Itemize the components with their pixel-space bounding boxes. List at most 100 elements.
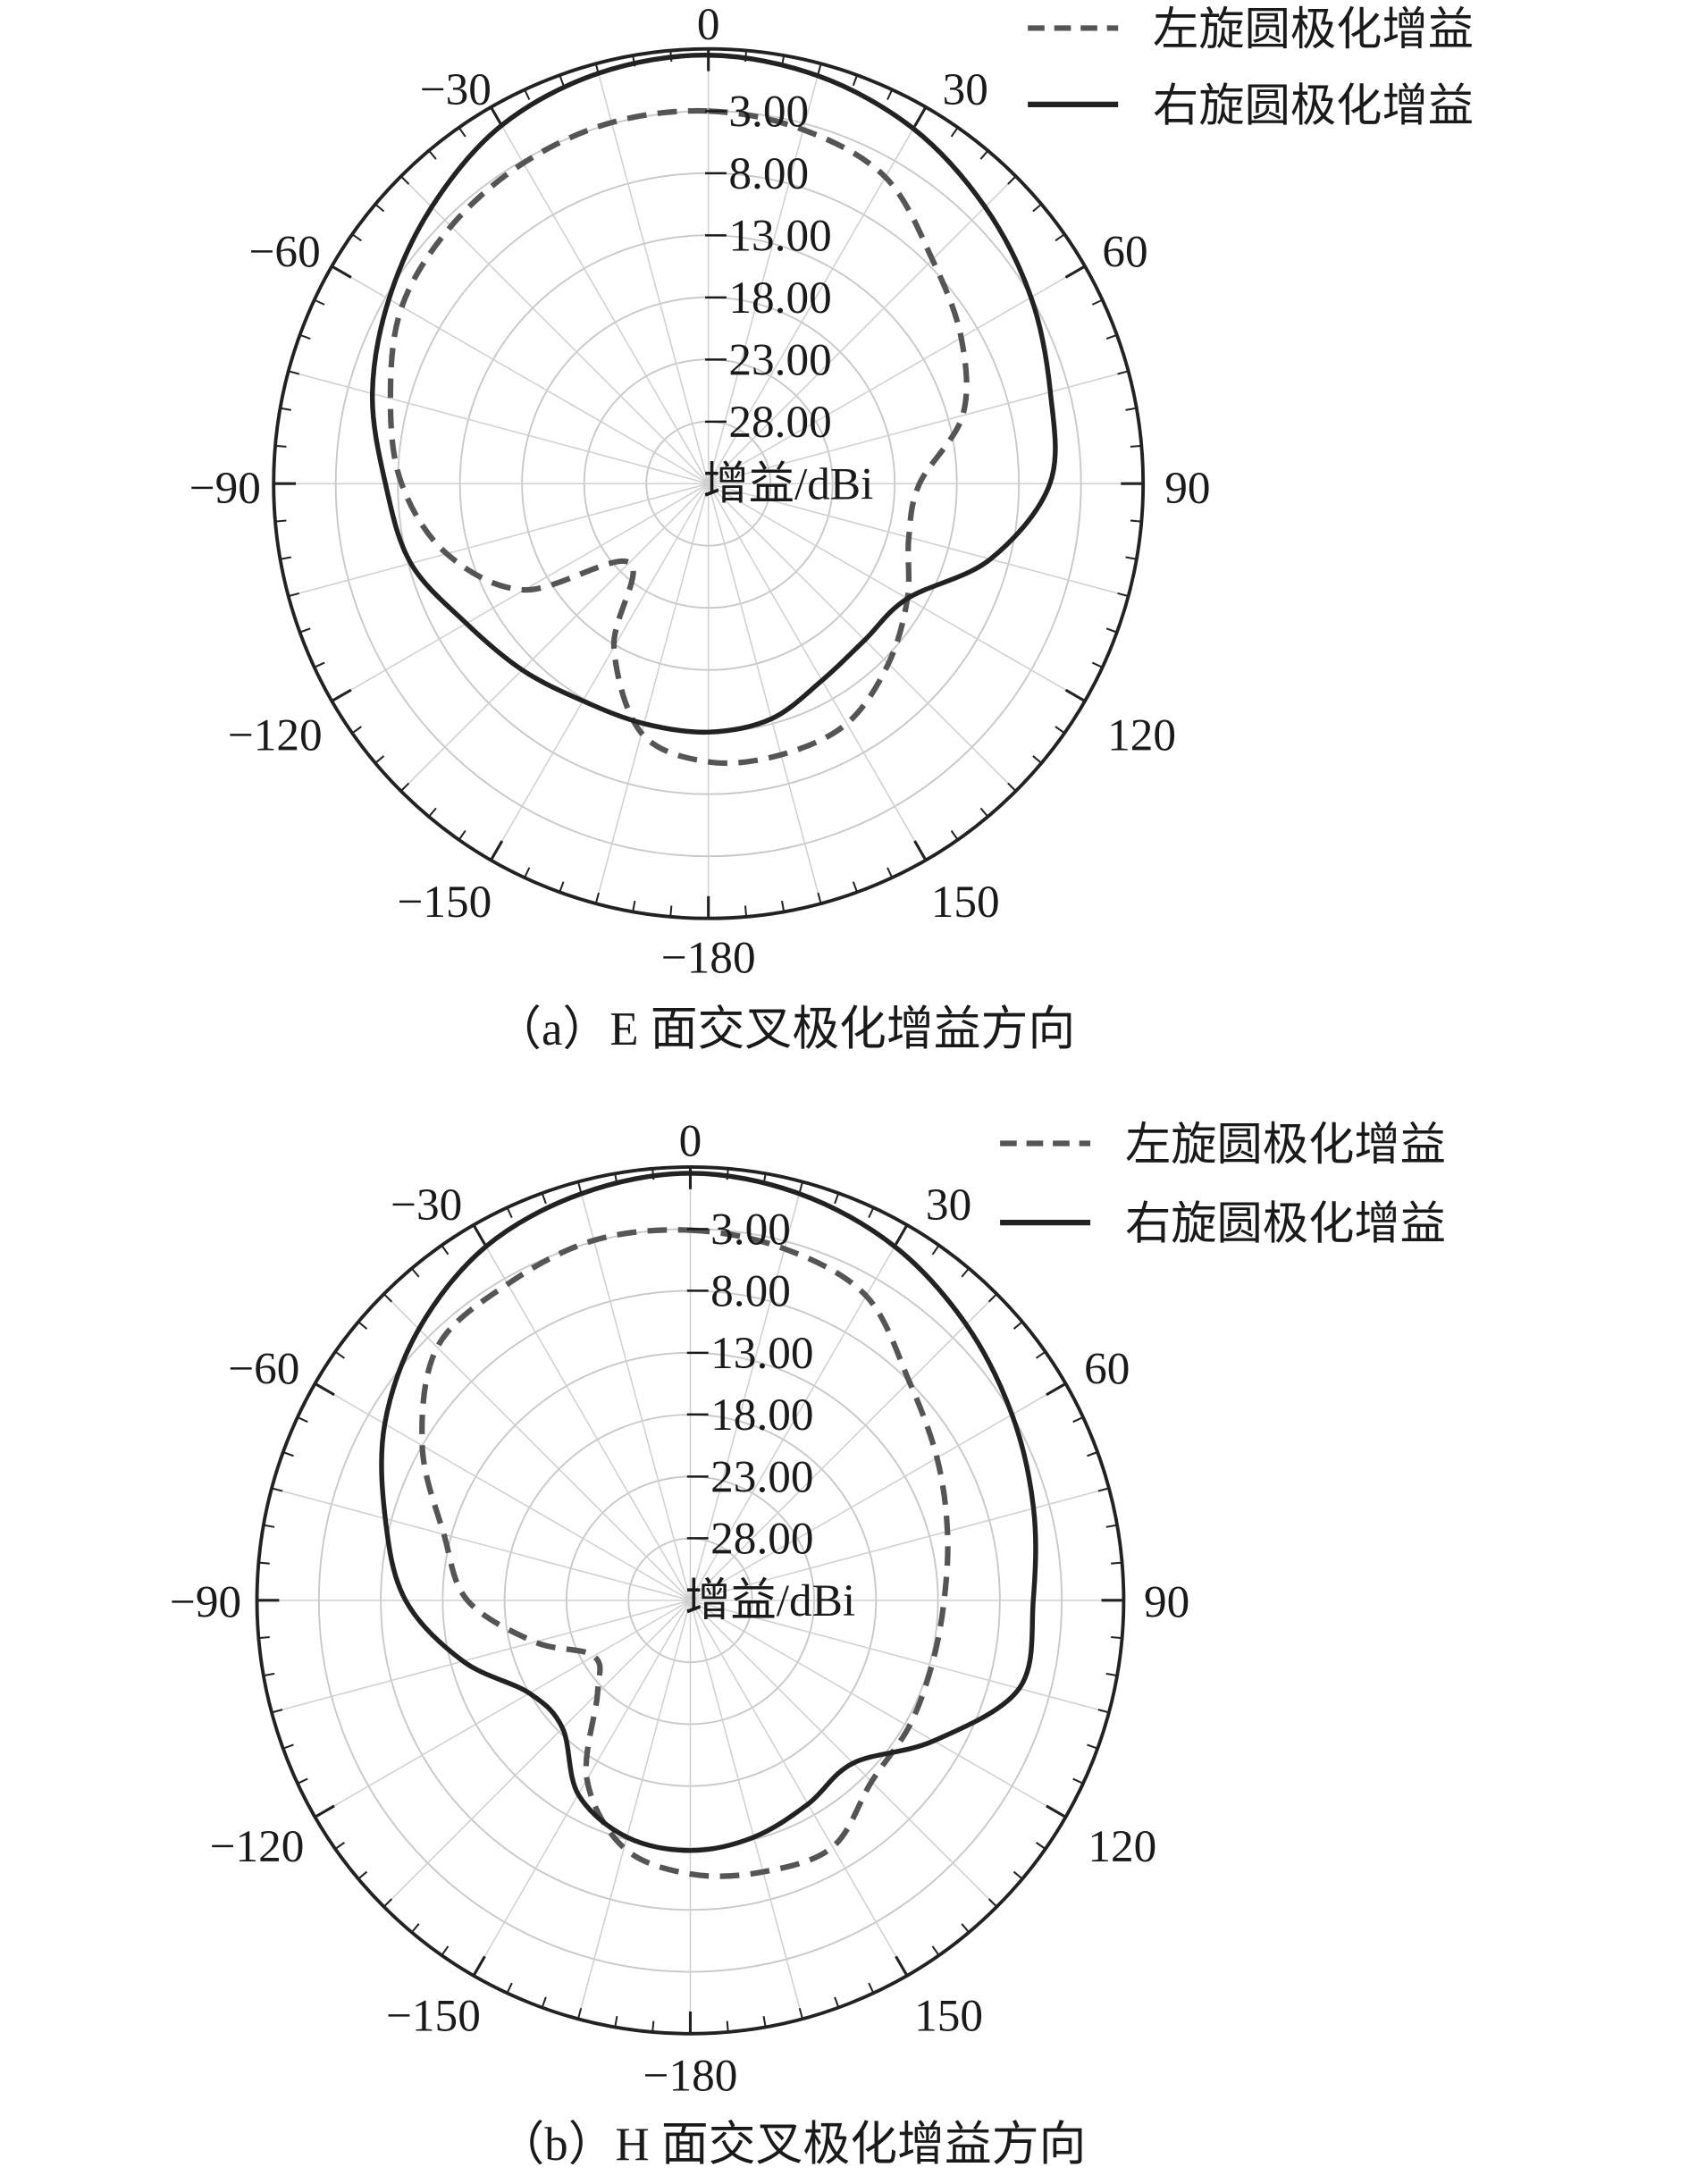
- angle-tick: [1087, 1451, 1098, 1457]
- chart-h-plane: −3.00 −8.00 −13.00 −18.00 −23.00 −28.00 增益/dBi…: [170, 1115, 1446, 2171]
- angle-tick: [1091, 661, 1104, 668]
- angle-tick: [1035, 1842, 1046, 1850]
- angle-tick: [382, 1293, 393, 1303]
- angle-tick: [931, 1945, 940, 1956]
- legend-label: 右旋圆极化增益: [1125, 1199, 1446, 1250]
- angle-tick: [868, 1982, 875, 1994]
- grid-spoke: [577, 1600, 692, 2020]
- angle-tick: [274, 519, 287, 523]
- angle-tick: [961, 1923, 970, 1933]
- grid-spoke: [689, 1600, 803, 2020]
- angle-tick: [979, 807, 989, 818]
- angle-tick: [1105, 1524, 1118, 1528]
- angle-tick: [576, 1181, 583, 1193]
- angle-tick: [410, 1267, 420, 1278]
- grid-spoke: [708, 483, 927, 861]
- radial-tick-label: −13.00: [685, 1328, 813, 1379]
- angle-tick: [1097, 1487, 1110, 1492]
- angle-tick: [1130, 519, 1142, 523]
- angle-tick: [288, 370, 300, 375]
- angle-tick: [1130, 444, 1142, 448]
- angle-tick: [987, 1898, 998, 1908]
- series-lhcp-line: [419, 1227, 951, 1879]
- angle-tick: [410, 1923, 420, 1933]
- angle-tick-label: 120: [1088, 1821, 1156, 1872]
- angle-tick: [428, 149, 437, 160]
- angle-tick: [834, 1996, 840, 2008]
- angle-tick: [632, 900, 636, 912]
- angle-tick: [297, 1777, 308, 1785]
- angle-tick: [1087, 1743, 1098, 1750]
- angle-tick-label: −180: [661, 932, 756, 983]
- angle-tick: [441, 1245, 450, 1256]
- angle-tick: [931, 1245, 940, 1256]
- angle-tick: [282, 1743, 294, 1750]
- angle-tick: [852, 881, 859, 893]
- angle-tick: [1064, 688, 1086, 702]
- legend-label: 右旋圆极化增益: [1153, 81, 1474, 132]
- grid-spoke: [689, 1600, 908, 1977]
- angle-tick: [651, 2020, 655, 2033]
- angle-tick: [817, 63, 822, 75]
- angle-tick: [1055, 233, 1065, 242]
- grid-spoke: [708, 265, 1086, 484]
- angle-tick-label: 0: [679, 1115, 702, 1166]
- angle-tick: [961, 1267, 970, 1278]
- grid-spoke: [490, 483, 710, 861]
- angle-tick: [1007, 782, 1017, 792]
- legend-label: 左旋圆极化增益: [1153, 4, 1474, 55]
- angle-tick: [1117, 370, 1129, 375]
- angle-tick: [541, 1192, 547, 1205]
- angle-tick-label: 30: [943, 64, 988, 115]
- grid-spoke: [315, 1382, 691, 1601]
- angle-tick: [594, 892, 600, 904]
- grid-spoke: [708, 483, 1017, 792]
- angle-tick: [1111, 1561, 1122, 1565]
- grid-spoke: [689, 1600, 997, 1908]
- angle-tick: [798, 2008, 803, 2020]
- angle-tick: [852, 74, 859, 87]
- angle-tick: [1111, 1636, 1122, 1640]
- angle-tick-label: −60: [249, 227, 321, 278]
- angle-tick: [334, 1842, 346, 1850]
- angle-tick: [987, 1293, 998, 1303]
- angle-tick: [374, 755, 385, 764]
- series-rhcp-line: [379, 1171, 1038, 1853]
- angle-tick-label: −30: [391, 1180, 462, 1231]
- angle-tick: [669, 905, 673, 917]
- grid-spoke: [331, 265, 710, 484]
- angle-tick: [868, 1206, 875, 1219]
- angle-tick: [271, 1487, 283, 1492]
- grid-spoke: [383, 1293, 692, 1601]
- angle-tick-label: 0: [697, 0, 720, 50]
- angle-tick: [1105, 627, 1118, 634]
- angle-tick: [817, 892, 822, 904]
- angle-tick: [331, 688, 352, 702]
- grid-spoke: [271, 1487, 691, 1601]
- angle-tick: [887, 867, 894, 878]
- grid-spoke: [595, 63, 710, 484]
- angle-tick: [506, 1982, 513, 1994]
- angle-tick: [1125, 556, 1137, 560]
- angle-tick: [1046, 1382, 1067, 1397]
- angle-tick: [913, 840, 928, 861]
- angle-tick: [490, 106, 504, 128]
- grid-spoke: [708, 370, 1129, 484]
- angle-tick: [1105, 1672, 1118, 1677]
- angle-tick: [382, 1898, 393, 1908]
- angle-tick: [299, 333, 311, 340]
- angle-tick: [781, 900, 786, 912]
- angle-tick: [726, 2020, 729, 2033]
- angle-tick: [1032, 203, 1043, 213]
- grid-spoke: [595, 483, 710, 904]
- angle-tick: [950, 127, 959, 138]
- angle-tick: [399, 175, 410, 185]
- radial-tick-label: −18.00: [685, 1390, 813, 1441]
- angle-tick: [1035, 1350, 1046, 1359]
- angle-tick-label: −150: [386, 1991, 481, 2042]
- grid-spoke: [473, 1224, 692, 1601]
- angle-tick: [357, 1321, 368, 1330]
- angle-tick: [576, 2008, 583, 2020]
- angle-tick-label: −180: [643, 2051, 738, 2102]
